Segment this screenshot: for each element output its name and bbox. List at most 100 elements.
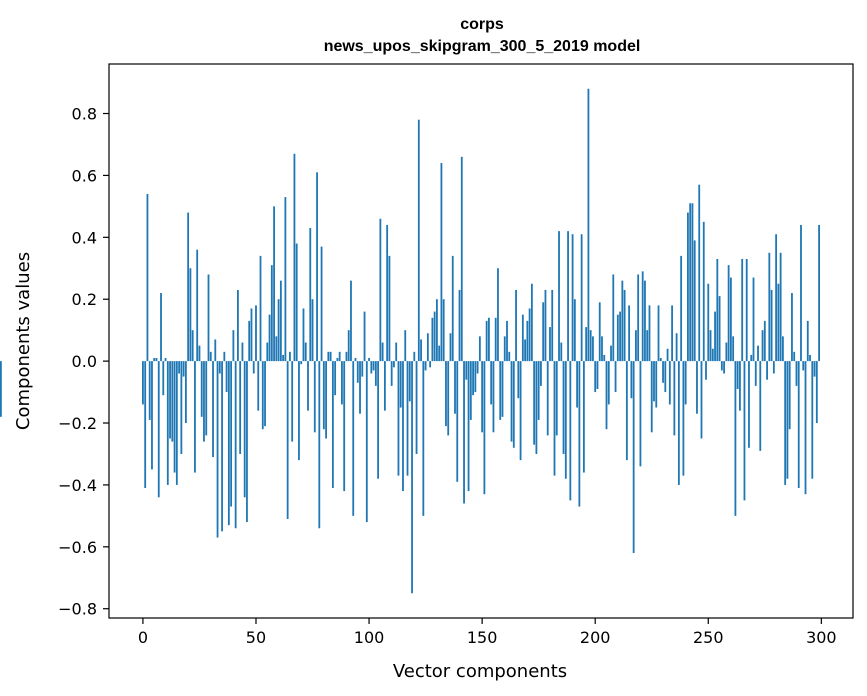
bar [331,361,334,489]
bar [682,361,685,476]
bar [562,361,565,454]
bar [257,361,260,411]
bar [815,361,818,424]
bar [194,361,196,473]
y-axis-ticks: −0.8 −0.6 −0.4 −0.2 0.0 0.2 0.4 0.6 0.8 [58,105,109,619]
bar [734,361,737,516]
bar [187,212,190,362]
x-tick-label: 0 [138,628,148,647]
bar [546,361,549,436]
x-axis-label: Vector components [393,661,567,682]
bar [741,258,744,362]
bar [630,361,633,399]
bar [411,361,413,594]
bar [320,246,323,362]
bar [693,240,696,362]
bar [612,274,615,362]
bar [718,296,721,362]
bar [307,361,309,411]
bar [293,153,296,362]
bar [784,361,787,485]
bar [388,255,391,362]
bar [499,361,502,420]
bar [528,308,531,362]
bar [524,339,527,362]
bar [800,224,802,362]
bar [354,358,357,362]
chart-title: corps [460,16,504,33]
bar [456,361,459,482]
bar [454,361,456,414]
bar [802,361,805,371]
y-tick-label: 0.2 [72,290,97,309]
bar [350,280,352,362]
bar [605,361,608,430]
bar [567,231,569,362]
bar [763,320,766,362]
bar [766,361,768,380]
bar [160,293,162,362]
bar [250,308,253,362]
bar [707,283,710,362]
bar [702,221,705,362]
bar [555,361,558,436]
bar [677,361,680,485]
bar [585,327,588,362]
bar [225,361,228,393]
bar [691,203,694,362]
bar [218,361,221,374]
bar [345,351,348,362]
bar [481,361,484,433]
bar [743,361,746,501]
bar [151,361,153,470]
bar [553,361,556,476]
bar [372,361,375,371]
bar [286,361,289,519]
bar [402,361,404,492]
bar [302,308,305,362]
bar [243,361,246,498]
bar [508,351,511,362]
bar [157,361,160,498]
bar [732,336,735,362]
bar [494,317,497,362]
bar [363,311,366,362]
x-tick-label: 300 [806,628,837,647]
bar [261,361,264,430]
bar [779,252,782,362]
bar [234,361,237,529]
bar [155,358,158,362]
y-tick-label: 0.4 [72,228,97,247]
bar [259,255,262,362]
bar [295,243,298,362]
bar [804,361,807,495]
x-tick-label: 100 [354,628,385,647]
bar [379,218,382,362]
bar [632,361,635,554]
bar [248,320,251,362]
bar [144,361,147,489]
bar [420,339,422,362]
bar [221,361,223,532]
bar [488,317,490,362]
bar [381,342,384,362]
bar [705,361,707,380]
bar [300,361,303,365]
bar [352,361,355,516]
bar [205,361,208,436]
bar [223,351,226,362]
bar [230,361,233,507]
bar [761,330,764,362]
bar [696,361,698,414]
bar [207,274,210,362]
bar [361,361,364,377]
bar [793,351,796,362]
bar [777,283,780,362]
bar [700,361,703,439]
bar [729,277,732,362]
bar [198,345,201,362]
y-tick-label: −0.6 [58,538,97,557]
bar [413,351,416,362]
bar [359,361,361,414]
bar [399,361,402,408]
